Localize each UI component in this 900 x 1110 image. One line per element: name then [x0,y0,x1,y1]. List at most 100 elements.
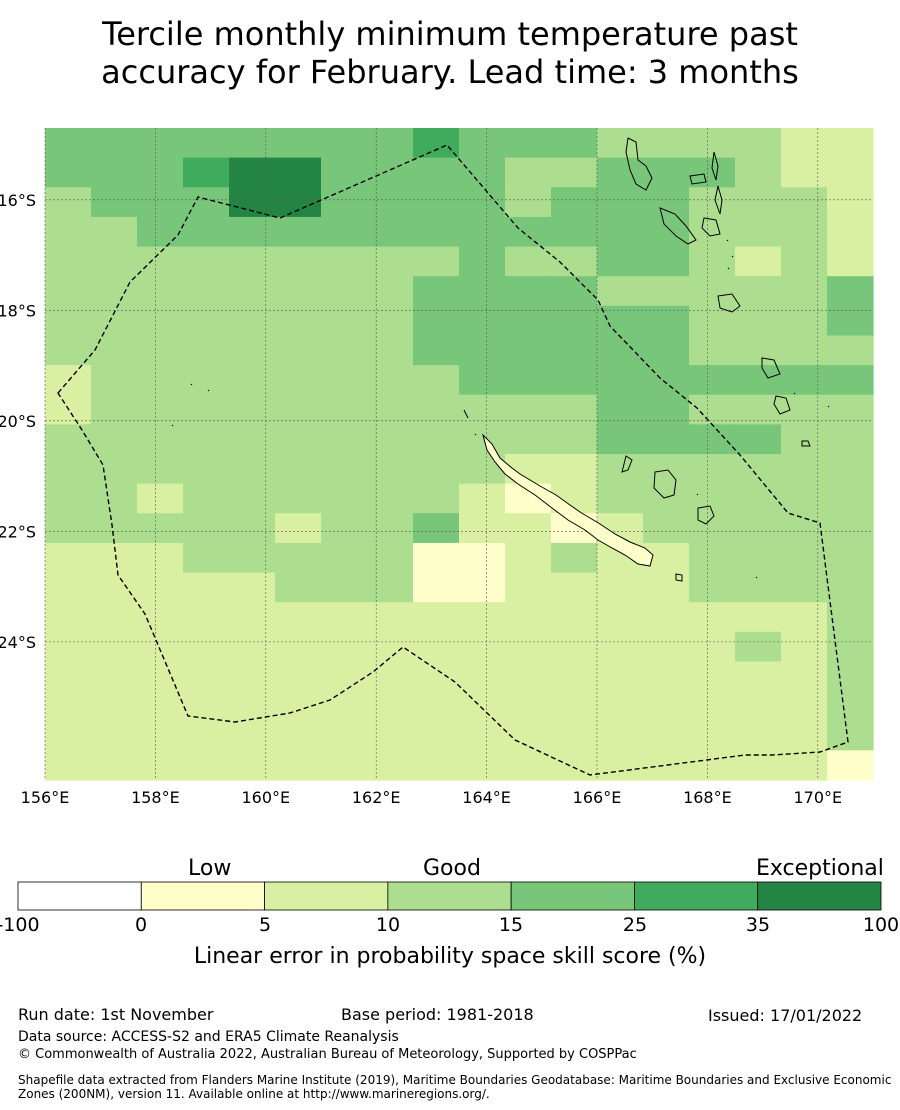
grid-cell [229,542,276,574]
map-title-line-2: accuracy for February. Lead time: 3 mont… [101,53,799,91]
grid-cell [229,513,276,544]
grid-cell [183,661,230,692]
grid-cell [781,454,828,485]
grid-cell [551,216,598,248]
grid-cell [229,216,276,248]
grid-cell [689,661,736,692]
grid-cell [413,424,460,455]
grid-cell [91,157,138,188]
grid-cell [597,157,644,188]
grid-cell [91,216,138,248]
grid-cell [91,631,138,663]
grid-cell [91,128,138,159]
longitude-labels: 156°E 158°E 160°E 162°E 164°E 166°E 168°E 170°E [21,788,842,807]
grid-cell [413,483,460,514]
grid-cell [459,424,506,455]
grid-cell [229,365,276,396]
grid-cell [91,602,138,633]
grid-cell [827,572,874,603]
grid-cell [45,305,92,337]
grid-cell [551,365,598,396]
grid-cell [45,750,92,781]
grid-cell [91,187,138,218]
espiritu-santo-island [625,137,653,191]
grid-cell [643,365,690,396]
grid-cell [597,335,644,366]
grid-cell [321,691,368,722]
grid-cell [321,394,368,425]
grid-cell [229,720,276,751]
grid-cell [643,661,690,692]
grid-cell [275,631,322,663]
grid-cell [45,572,92,603]
latitude-tick-label: 22°S [0,522,36,541]
longitude-tick-label: 156°E [21,788,70,807]
grid-cell [275,335,322,366]
grid-cell [183,365,230,396]
grid-cell [505,424,552,455]
grid-cell [229,157,276,188]
grid-cell [781,513,828,544]
grid-cell [275,572,322,603]
grid-cell [275,602,322,633]
grid-cell [45,661,92,692]
grid-cell [689,128,736,159]
grid-cell [137,335,184,366]
grid-cell [321,424,368,455]
grid-cell [827,750,874,781]
grid-cell [781,631,828,663]
grid-cell [643,720,690,751]
longitude-tick-label: 158°E [131,788,180,807]
grid-cell [367,572,414,603]
grid-cell [321,305,368,337]
grid-cell [505,691,552,722]
grid-cell [689,483,736,514]
longitude-tick-label: 170°E [793,788,842,807]
grid-cell [505,128,552,159]
grid-cell [827,187,874,218]
grid-cell [321,483,368,514]
grid-cell [597,720,644,751]
grid-cell [45,602,92,633]
grid-cell [183,216,230,248]
grid-cell [413,542,460,574]
grid-cell [735,572,782,603]
grid-cell [827,216,874,248]
walpole-island [675,573,683,582]
lifou-island [653,469,677,499]
grid-cell [229,602,276,633]
grid-cell [643,513,690,544]
grid-cell [597,365,644,396]
colorbar-tick: -100 [0,914,40,936]
grid-cell [91,246,138,277]
grid-cell [781,750,828,781]
grid-cell [229,631,276,663]
grid-cell [91,572,138,603]
grid-cell [45,157,92,188]
grid-cell [137,602,184,633]
grid-cell [459,720,506,751]
grid-cell [643,246,690,277]
grid-cell [367,750,414,781]
grid-cell [183,276,230,307]
grid-cell [597,572,644,603]
grid-cell [229,335,276,366]
grid-cell [229,424,276,455]
colorbar-tick: 5 [258,914,272,936]
skill-map: 156°E 158°E 160°E 162°E 164°E 166°E 168°E 170°E… [0,128,874,807]
grid-cell [735,246,782,277]
grid-cell [735,276,782,307]
grid-cell [367,335,414,366]
grid-cell [321,513,368,544]
grid-cell [781,691,828,722]
grid-cell [597,750,644,781]
grid-cell [735,365,782,396]
grid-cell [827,128,874,159]
grid-cell [413,335,460,366]
grid-cell [137,542,184,574]
grid-cell [367,128,414,159]
efate-island [717,293,741,313]
grid-cell [781,572,828,603]
grid-cell [643,157,690,188]
grid-cell [781,246,828,277]
